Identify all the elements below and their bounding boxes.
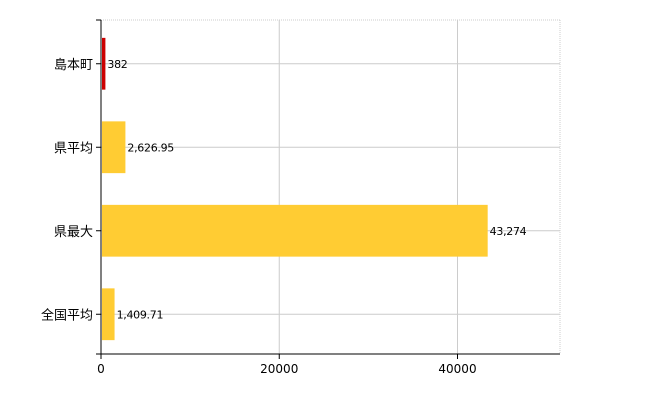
bar-2: [102, 121, 126, 174]
x-tick-label-2: 20000: [260, 362, 298, 376]
bar-1: [102, 37, 106, 90]
category-label-2: 県平均: [54, 141, 93, 156]
chart-grid: [101, 19, 561, 354]
category-label-1: 島本町: [54, 58, 93, 73]
bar-4: [102, 288, 115, 341]
chart-bars: [102, 37, 488, 341]
data-label-1: 382: [107, 58, 127, 71]
category-label-3: 県最大: [54, 225, 93, 240]
x-tick-label-1: 0: [97, 362, 105, 376]
data-label-2: 2,626.95: [127, 141, 174, 154]
chart-axes: [96, 19, 560, 359]
category-label-4: 全国平均: [41, 307, 93, 323]
data-label-3: 43,274: [490, 225, 527, 238]
data-label-4: 1,409.71: [117, 308, 164, 321]
x-tick-label-3: 40000: [438, 362, 476, 376]
bar-3: [102, 204, 488, 257]
